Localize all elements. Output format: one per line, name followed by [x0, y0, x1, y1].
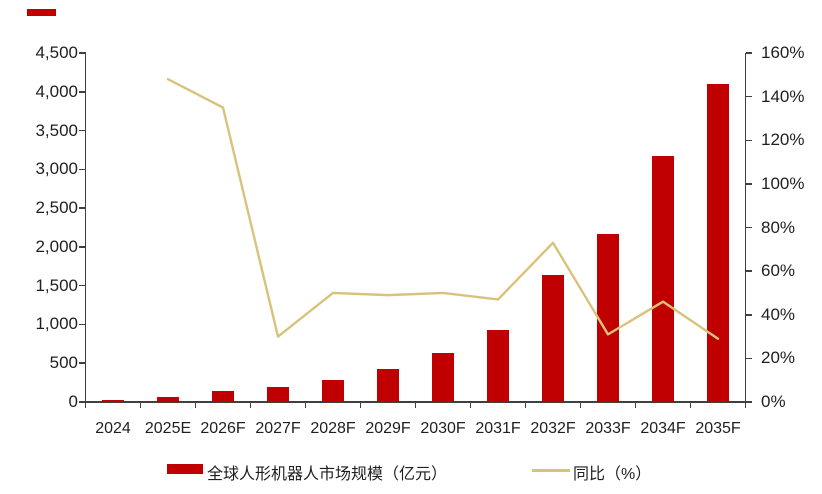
left-axis-tick-label: 4,500	[35, 43, 78, 62]
right-axis-tick-label: 120%	[761, 130, 805, 150]
x-axis-category-label: 2034F	[640, 420, 686, 437]
left-axis-tick	[79, 168, 86, 171]
left-axis-tick	[79, 362, 86, 364]
bar-series-legend-label: 全球人形机器人市场规模（亿元）	[207, 466, 448, 483]
yoy-growth-polyline	[166, 77, 720, 340]
left-axis-tick	[79, 401, 86, 403]
left-axis-tick	[79, 207, 86, 209]
right-axis-tick-label: 20%	[761, 348, 796, 368]
left-axis-tick	[79, 246, 86, 248]
x-axis-tick	[139, 402, 142, 408]
right-axis-tick	[745, 95, 752, 98]
x-axis-tick	[304, 402, 307, 408]
right-axis-tick	[745, 357, 752, 360]
left-axis-tick	[79, 323, 86, 326]
bar-series-swatch-icon	[167, 464, 203, 474]
x-axis-category-label: 2031F	[475, 420, 521, 437]
market-size-bar	[432, 353, 454, 402]
corner-accent-dash	[27, 9, 56, 16]
x-axis-category-label: 2035F	[695, 420, 741, 437]
x-axis-category-label: 2026F	[200, 420, 246, 437]
right-axis-tick	[745, 270, 752, 272]
right-axis-tick-label: 140%	[761, 86, 805, 106]
right-axis-tick	[745, 183, 752, 185]
right-axis-tick-label: 40%	[761, 304, 796, 324]
market-size-bar	[212, 390, 234, 402]
left-axis-tick	[79, 52, 86, 54]
right-axis-tick	[745, 401, 752, 403]
left-axis-tick-label: 3,500	[35, 120, 78, 140]
market-size-bar	[322, 380, 344, 402]
market-size-bar	[542, 274, 564, 402]
left-axis-tick	[79, 284, 86, 287]
left-axis-tick-label: 1,000	[35, 314, 78, 334]
x-axis-tick	[249, 402, 252, 408]
x-axis-category-label: 2028F	[310, 420, 356, 437]
right-axis-tick	[745, 52, 752, 54]
right-axis-tick	[745, 314, 752, 316]
line-series-legend-label: 同比（%）	[573, 466, 652, 483]
left-axis-tick-label: 500	[49, 353, 78, 373]
x-axis-category-label: 2032F	[530, 420, 576, 437]
x-axis-tick	[634, 402, 637, 408]
x-axis-category-label: 2024	[95, 420, 131, 437]
left-axis-tick-label: 2,000	[35, 236, 78, 256]
left-axis-tick-label: 3,000	[35, 159, 78, 179]
x-axis-category-label: 2025E	[144, 420, 192, 437]
x-axis-tick	[194, 402, 197, 408]
x-axis-tick	[414, 402, 417, 408]
left-axis-tick	[79, 129, 86, 132]
left-axis-tick-label: 1,500	[35, 275, 78, 295]
left-axis-tick-label: 4,000	[35, 81, 78, 101]
market-size-bar	[652, 156, 674, 402]
right-axis-tick-label: 60%	[761, 261, 796, 281]
x-axis-tick	[744, 402, 747, 408]
line-series-swatch-icon	[532, 469, 570, 472]
x-axis-tick	[469, 402, 472, 408]
right-axis-tick	[745, 226, 752, 229]
x-axis-category-label: 2027F	[255, 420, 301, 437]
x-axis-tick	[524, 402, 527, 408]
market-size-bar	[102, 400, 124, 402]
left-axis-line	[84, 53, 87, 403]
left-axis-tick-label: 0	[68, 392, 78, 411]
market-size-bar	[377, 369, 399, 402]
x-axis-tick	[84, 402, 87, 408]
market-size-bar	[597, 234, 619, 402]
market-size-bar	[707, 84, 729, 402]
right-axis-tick-label: 160%	[761, 43, 805, 62]
right-axis-tick-label: 100%	[761, 173, 805, 193]
x-axis-tick	[579, 402, 582, 408]
market-size-bar	[487, 329, 509, 402]
x-axis-category-label: 2030F	[420, 420, 466, 437]
x-axis-tick	[359, 402, 362, 408]
left-axis-tick-label: 2,500	[35, 198, 78, 218]
right-axis-tick-label: 0%	[761, 392, 786, 411]
right-axis-tick-label: 80%	[761, 217, 796, 237]
left-axis-tick	[79, 91, 86, 93]
market-size-bar	[267, 387, 289, 402]
x-axis-tick	[689, 402, 692, 408]
x-axis-category-label: 2033F	[585, 420, 631, 437]
market-size-bar	[157, 397, 179, 402]
right-axis-tick	[745, 139, 752, 141]
x-axis-category-label: 2029F	[365, 420, 411, 437]
